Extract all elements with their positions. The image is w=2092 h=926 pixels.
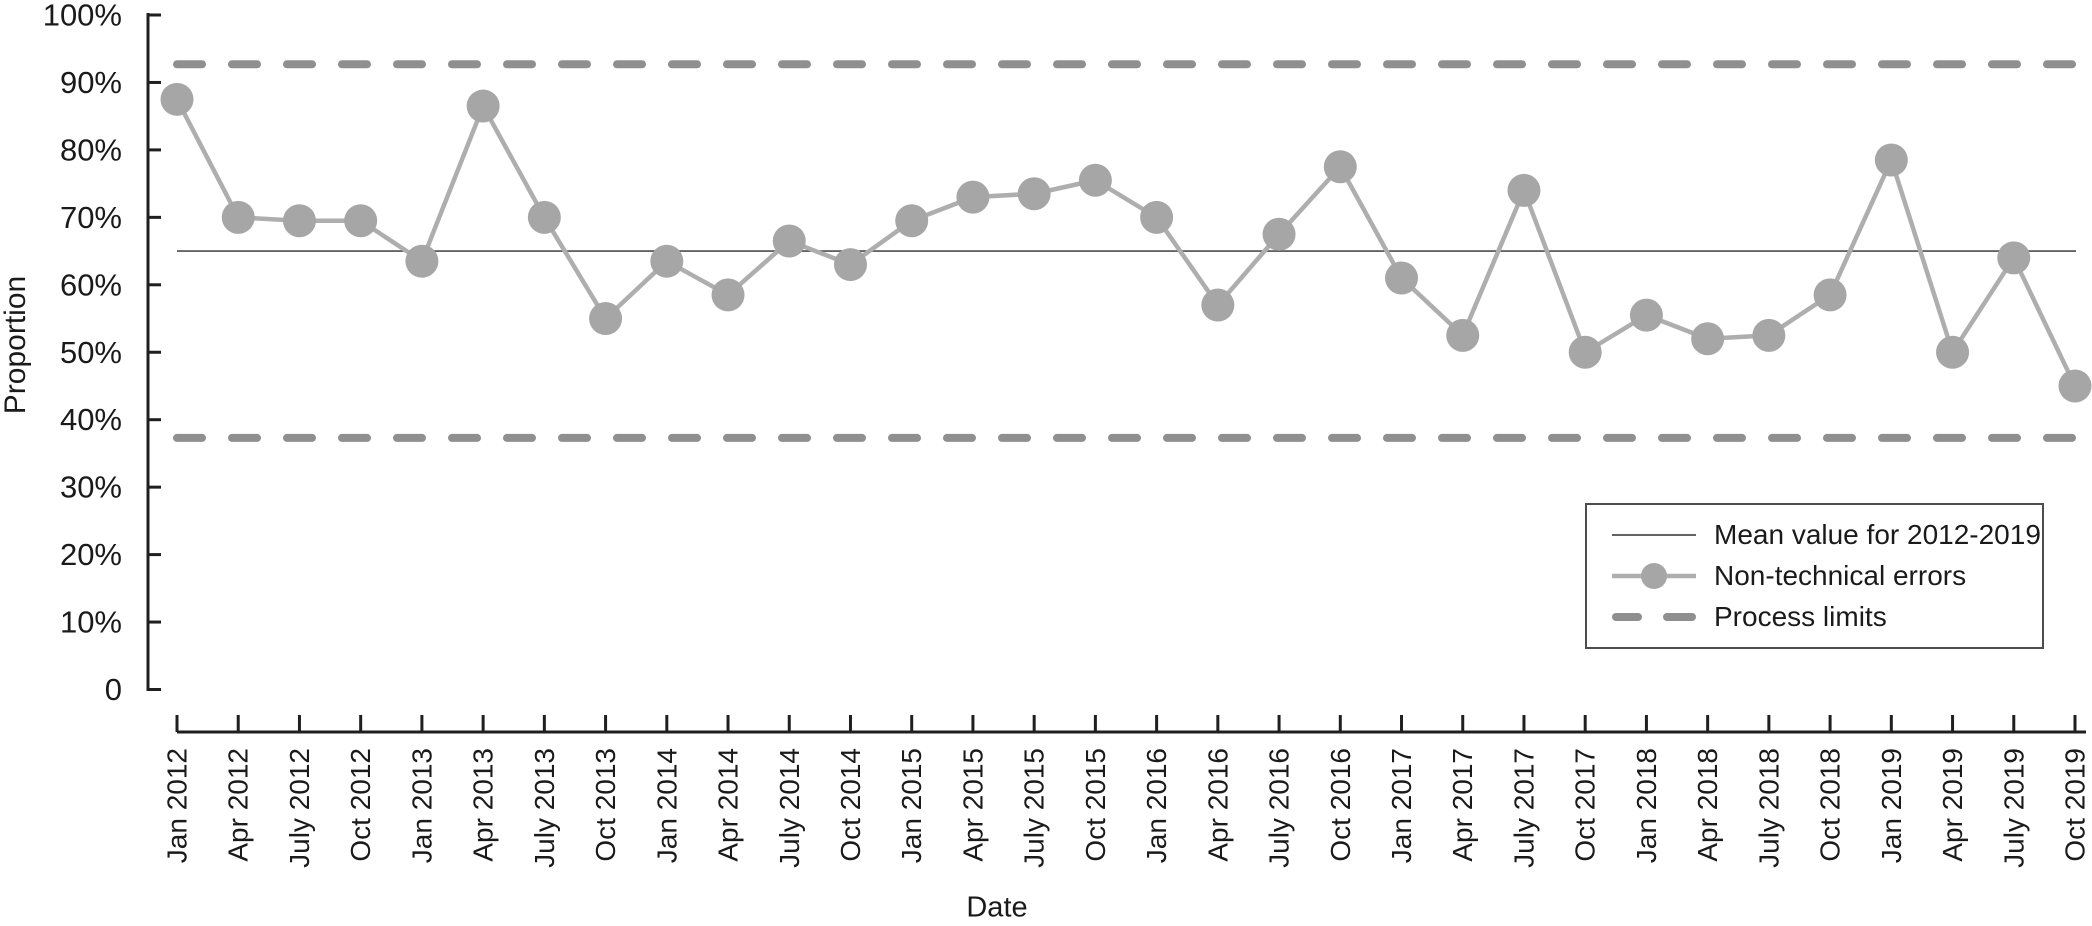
x-tick-label: Apr 2018 xyxy=(1692,748,1723,862)
x-tick-label: July 2013 xyxy=(529,748,560,868)
data-point xyxy=(1446,318,1480,352)
x-tick-label: July 2015 xyxy=(1019,748,1050,868)
legend-label-limits: Process limits xyxy=(1714,601,1887,632)
x-tick-label: Jan 2013 xyxy=(406,748,437,863)
series-line xyxy=(175,98,2078,387)
data-point xyxy=(1629,298,1663,332)
y-tick-label: 70% xyxy=(60,200,122,235)
y-tick-label: 80% xyxy=(60,132,122,167)
x-tick-label: Jan 2016 xyxy=(1141,748,1172,863)
data-point xyxy=(833,248,867,282)
x-tick-label: July 2017 xyxy=(1508,748,1539,868)
x-tick-label: Oct 2012 xyxy=(345,748,376,862)
x-tick-label: July 2016 xyxy=(1264,748,1295,868)
x-axis-title: Date xyxy=(966,891,1028,924)
data-point xyxy=(466,89,500,123)
data-point xyxy=(160,82,194,116)
data-point xyxy=(650,244,684,278)
data-point xyxy=(895,204,929,238)
legend-item-limits: Process limits xyxy=(1612,597,2042,638)
x-tick-label: Apr 2017 xyxy=(1447,748,1478,862)
data-point xyxy=(1385,261,1419,295)
x-tick-label: Apr 2014 xyxy=(713,748,744,862)
data-point xyxy=(1874,143,1908,177)
data-point xyxy=(1140,200,1174,234)
legend-item-mean: Mean value for 2012-2019 xyxy=(1612,515,2042,556)
x-tick-label: Jan 2018 xyxy=(1631,748,1662,863)
series-line-swatch-icon xyxy=(1612,563,1696,589)
data-point xyxy=(344,204,378,238)
x-tick-label: Oct 2015 xyxy=(1080,748,1111,862)
mean-line-swatch-icon xyxy=(1612,534,1696,536)
y-tick-label: 40% xyxy=(60,402,122,437)
y-tick-label: 60% xyxy=(60,267,122,302)
data-point xyxy=(772,224,806,258)
data-point xyxy=(2058,369,2092,403)
x-tick-label: Apr 2015 xyxy=(957,748,988,862)
legend-label-series: Non-technical errors xyxy=(1714,560,1967,591)
x-tick-label: Apr 2013 xyxy=(468,748,499,862)
x-tick-label: July 2018 xyxy=(1753,748,1784,868)
data-point xyxy=(1507,173,1541,207)
data-point xyxy=(956,180,990,214)
legend: Mean value for 2012-2019 Non-technical e… xyxy=(1585,503,2044,649)
legend-item-series: Non-technical errors xyxy=(1612,556,2042,597)
x-tick-label: July 2019 xyxy=(1998,748,2029,868)
dashed-line-swatch-icon xyxy=(1612,613,1696,621)
data-point xyxy=(1752,318,1786,352)
x-tick-label: Oct 2014 xyxy=(835,748,866,862)
data-point xyxy=(711,278,745,312)
data-point xyxy=(1262,217,1296,251)
data-point xyxy=(1936,335,1970,369)
data-point xyxy=(1691,322,1725,356)
y-tick-label: 20% xyxy=(60,537,122,572)
x-tick-label: Jan 2017 xyxy=(1386,748,1417,863)
x-tick-label: Oct 2019 xyxy=(2060,748,2091,862)
x-tick-label: Jan 2012 xyxy=(162,748,193,863)
x-tick-label: Apr 2012 xyxy=(223,748,254,862)
x-tick-label: Oct 2018 xyxy=(1815,748,1846,862)
data-point xyxy=(405,244,439,278)
x-tick-label: Oct 2013 xyxy=(590,748,621,862)
y-tick-label: 10% xyxy=(60,605,122,640)
data-point xyxy=(527,200,561,234)
y-tick-label: 90% xyxy=(60,65,122,100)
data-point xyxy=(1078,163,1112,197)
y-tick-label: 0 xyxy=(105,672,122,707)
x-tick-label: Oct 2016 xyxy=(1325,748,1356,862)
data-point xyxy=(282,204,316,238)
legend-label-mean: Mean value for 2012-2019 xyxy=(1714,519,2041,550)
data-point xyxy=(1813,278,1847,312)
data-point xyxy=(1568,335,1602,369)
y-tick-label: 100% xyxy=(43,0,122,33)
x-tick-label: Oct 2017 xyxy=(1570,748,1601,862)
x-tick-label: Jan 2015 xyxy=(896,748,927,863)
x-tick-label: July 2014 xyxy=(774,748,805,868)
x-tick-label: Apr 2016 xyxy=(1202,748,1233,862)
x-tick-label: Jan 2014 xyxy=(651,748,682,863)
data-point xyxy=(1997,241,2031,275)
x-tick-label: July 2012 xyxy=(284,748,315,868)
data-point xyxy=(221,200,255,234)
data-point xyxy=(589,302,623,336)
x-tick-label: Apr 2019 xyxy=(1937,748,1968,862)
y-tick-label: 50% xyxy=(60,335,122,370)
y-axis-title: Proportion xyxy=(0,275,32,415)
series-marker-dot xyxy=(1641,563,1667,589)
data-point xyxy=(1017,177,1051,211)
data-point xyxy=(1323,150,1357,184)
data-point xyxy=(1201,288,1235,322)
x-tick-label: Jan 2019 xyxy=(1876,748,1907,863)
y-tick-label: 30% xyxy=(60,470,122,505)
